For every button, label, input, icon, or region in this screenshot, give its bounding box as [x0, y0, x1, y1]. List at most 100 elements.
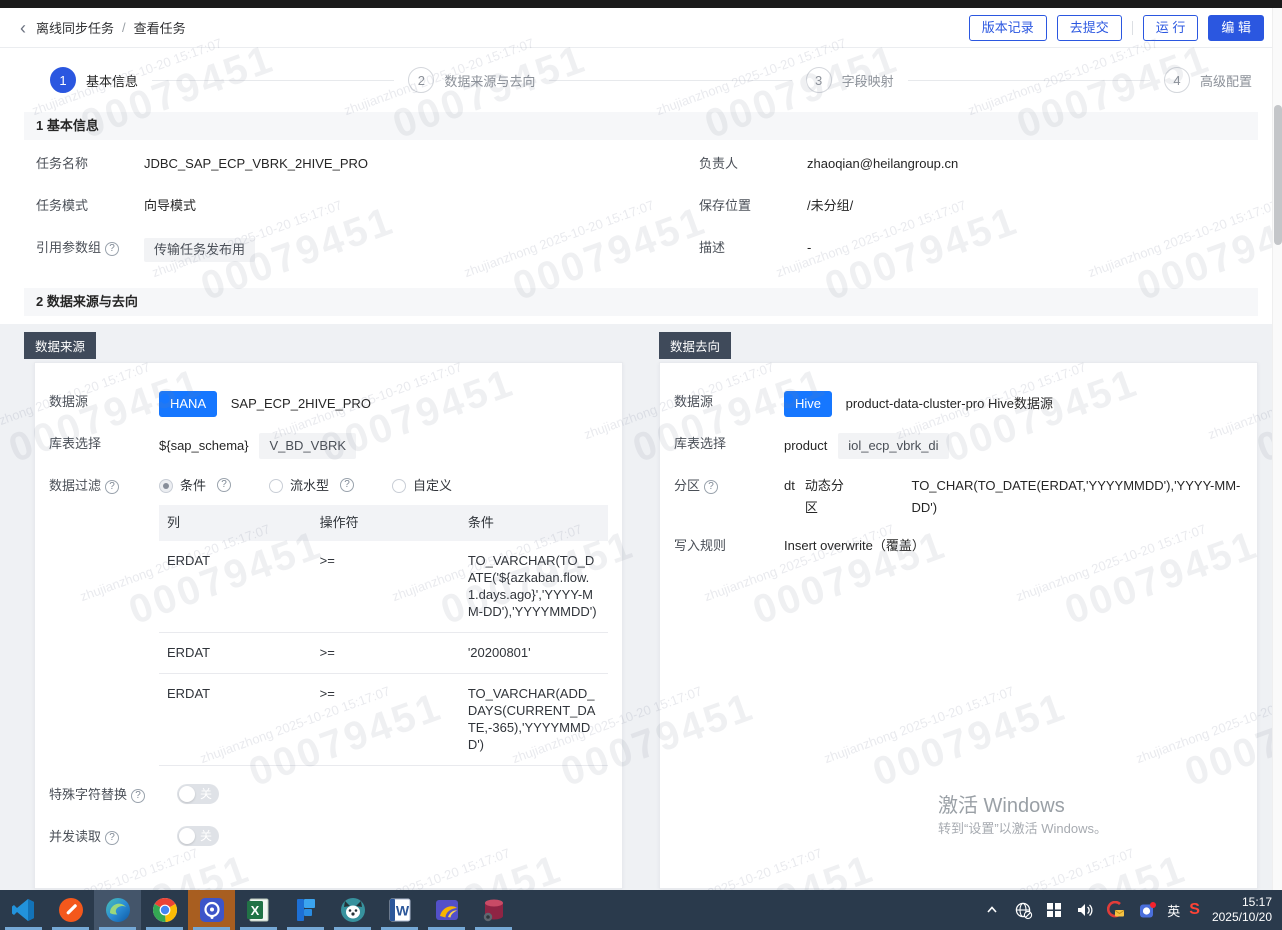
taskbar-word-icon[interactable]: W [376, 890, 423, 930]
help-icon[interactable]: ? [704, 480, 719, 494]
clock-time: 15:17 [1241, 895, 1272, 909]
toggle-knob [179, 828, 195, 844]
target-panel-tag: 数据去向 [659, 332, 732, 359]
step-advanced-config[interactable]: 4 高级配置 [1163, 67, 1252, 93]
source-datasource-type-tag: HANA [159, 391, 218, 417]
run-button[interactable]: 运 行 [1142, 14, 1199, 41]
taskbar-edge-icon[interactable] [94, 890, 141, 930]
source-panel-tag: 数据来源 [24, 332, 97, 359]
write-rule-label: 写入规则 [674, 538, 727, 553]
taskbar-database-tool-icon[interactable] [470, 890, 517, 930]
help-icon[interactable]: ? [105, 831, 120, 845]
step-label: 字段映射 [841, 73, 894, 89]
panels-area: 数据来源 数据源 HANA SAP_ECP_2HIVE_PRO 库表选择 [0, 324, 1282, 890]
target-table-tag: iol_ecp_vbrk_di [838, 433, 949, 459]
button-divider [1131, 20, 1133, 35]
radio-unselected-icon [269, 479, 284, 493]
taskbar-pen-app-icon[interactable] [47, 890, 94, 930]
step-label: 基本信息 [86, 73, 139, 89]
radio-custom[interactable]: 自定义 [392, 475, 452, 497]
tray-volume-icon[interactable] [1074, 899, 1096, 921]
step-basic-info[interactable]: 1 基本信息 [50, 67, 138, 93]
help-icon[interactable]: ? [105, 242, 120, 256]
version-history-button[interactable]: 版本记录 [968, 14, 1047, 41]
source-table-label: 库表选择 [49, 436, 102, 451]
partition-expression: TO_CHAR(TO_DATE(ERDAT,'YYYYMMDD'),'YYYY-… [911, 478, 1241, 515]
breadcrumb-separator: / [122, 20, 126, 35]
target-card: 数据源 Hive product-data-cluster-pro Hive数据… [659, 362, 1258, 889]
windows-taskbar: X W [0, 890, 1282, 930]
param-group-label: 引用参数组? [36, 238, 144, 258]
toggle-knob [179, 786, 195, 802]
tray-grid-icon[interactable] [1043, 899, 1065, 921]
tray-sogou-icon[interactable]: S [1189, 901, 1200, 918]
param-group-tag: 传输任务发布用 [144, 238, 256, 262]
taskbar-chrome-icon[interactable] [141, 890, 188, 930]
edit-button[interactable]: 编 辑 [1208, 14, 1264, 41]
task-name-value: JDBC_SAP_ECP_VBRK_2HIVE_PRO [144, 156, 368, 171]
tray-foxmail-icon[interactable] [1105, 899, 1127, 921]
table-row: ERDAT >= TO_VARCHAR(ADD_DAYS(CURRENT_DAT… [159, 673, 608, 766]
taskbar-excel-icon[interactable]: X [235, 890, 282, 930]
col-header: 列 [159, 505, 312, 541]
special-char-toggle[interactable]: 关 [177, 784, 219, 804]
step-connector [152, 79, 395, 81]
step-source-target[interactable]: 2 数据来源与去向 [408, 67, 535, 93]
taskbar-foxmail-icon[interactable] [423, 890, 470, 930]
taskbar-vscode-icon[interactable] [0, 890, 47, 930]
concurrent-read-toggle[interactable]: 关 [177, 826, 219, 846]
target-db-name: product [784, 438, 828, 453]
radio-stream[interactable]: 流水型? [269, 475, 355, 497]
tray-wecom-icon[interactable] [1136, 899, 1158, 921]
back-chevron-icon[interactable]: ‹ [20, 17, 26, 38]
section-basic-info-title: 1 基本信息 [24, 112, 1258, 140]
task-mode-label: 任务模式 [36, 198, 89, 213]
filter-label: 数据过滤? [49, 475, 159, 497]
table-row: ERDAT >= '20200801' [159, 632, 608, 674]
radio-selected-icon [159, 479, 173, 493]
description-label: 描述 [699, 240, 726, 255]
source-datasource-name: SAP_ECP_2HIVE_PRO [230, 396, 371, 411]
breadcrumb-parent[interactable]: 离线同步任务 [36, 21, 115, 36]
source-schema: ${sap_schema} [159, 438, 249, 453]
table-row: ERDAT >= TO_VARCHAR(TO_DATE('${azkaban.f… [159, 541, 608, 633]
tray-ime-indicator[interactable]: 英 [1167, 903, 1181, 919]
taskbar-f-app-icon[interactable] [282, 890, 329, 930]
scrollbar-track[interactable] [1272, 8, 1282, 890]
partition-type: 动态分区 [804, 478, 844, 515]
taskbar-wecom-icon[interactable] [188, 890, 235, 930]
tray-chevron-up-icon[interactable] [981, 899, 1003, 921]
toggle-state-label: 关 [199, 829, 212, 843]
toggle-state-label: 关 [199, 787, 212, 801]
source-table-tag: V_BD_VBRK [259, 433, 357, 459]
svg-text:X: X [250, 903, 259, 918]
go-submit-button[interactable]: 去提交 [1056, 14, 1122, 41]
help-icon[interactable]: ? [105, 480, 120, 494]
write-rule-value: Insert overwrite（覆盖） [784, 538, 925, 553]
top-black-bar [0, 0, 1282, 8]
concurrent-read-label: 并发读取? [49, 826, 177, 848]
step-field-mapping[interactable]: 3 字段映射 [805, 67, 894, 93]
taskbar-apps: X W [0, 890, 517, 930]
help-icon[interactable]: ? [131, 789, 146, 803]
section-source-target-title: 2 数据来源与去向 [24, 288, 1258, 316]
basic-info-fields: 任务名称 JDBC_SAP_ECP_VBRK_2HIVE_PRO 任务模式 向导… [24, 140, 1258, 288]
radio-condition[interactable]: 条件? [159, 475, 232, 497]
tray-network-globe-icon[interactable] [1012, 899, 1034, 921]
owner-value: zhaoqian@heilangroup.cn [807, 156, 959, 171]
taskbar-husky-app-icon[interactable] [329, 890, 376, 930]
step-connector [907, 79, 1150, 81]
description-value: - [807, 240, 812, 255]
breadcrumb-current: 查看任务 [133, 21, 186, 36]
special-char-label: 特殊字符替换? [49, 784, 177, 806]
breadcrumb: ‹ 离线同步任务 / 查看任务 [20, 18, 186, 37]
task-mode-value: 向导模式 [144, 198, 197, 213]
system-tray: 英 S [981, 899, 1200, 921]
target-datasource-name: product-data-cluster-pro Hive数据源 [845, 396, 1053, 411]
help-icon[interactable]: ? [217, 478, 232, 492]
step-label: 数据来源与去向 [444, 73, 536, 89]
taskbar-clock[interactable]: 15:17 2025/10/20 [1208, 895, 1282, 925]
help-icon[interactable]: ? [340, 478, 355, 492]
scrollbar-thumb[interactable] [1274, 105, 1282, 245]
step-label: 高级配置 [1199, 73, 1252, 89]
